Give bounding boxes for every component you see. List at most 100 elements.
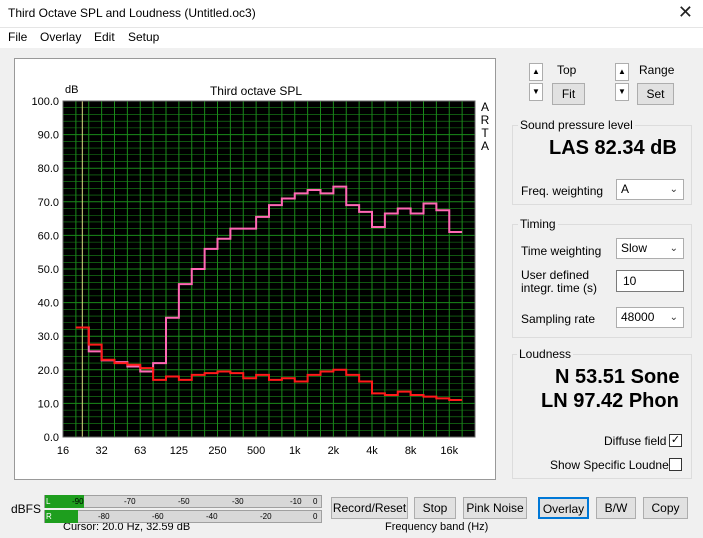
stop-button[interactable]: Stop	[414, 497, 456, 519]
plot-panel: Third octave SPL A R T A 100.0 90.0 80.0 70…	[14, 58, 496, 533]
series-line	[75, 326, 463, 402]
y-tick-label: 50.0	[38, 264, 59, 276]
arta-letter: A	[480, 100, 489, 114]
meter-tick: -20	[260, 512, 272, 521]
meter-tick: 0	[313, 497, 318, 506]
meter-tick: -30	[232, 497, 244, 506]
freq-weighting-select[interactable]: A ⌄	[616, 179, 684, 200]
pink-noise-button[interactable]: Pink Noise	[463, 497, 527, 519]
meter-tick: -80	[98, 512, 110, 521]
menu-overlay[interactable]: Overlay	[40, 30, 82, 44]
x-tick-label: 8k	[405, 445, 417, 457]
left-channel-label: L	[46, 497, 51, 506]
bw-button[interactable]: B/W	[596, 497, 636, 519]
record-reset-button[interactable]: Record/Reset	[331, 497, 408, 519]
time-weighting-value: Slow	[621, 241, 648, 255]
x-tick-label: 125	[170, 445, 188, 457]
meter-tick: -40	[206, 512, 218, 521]
y-tick-label: 100.0	[31, 96, 59, 108]
y-tick-label: 80.0	[38, 163, 59, 175]
x-tick-label: 1k	[289, 445, 301, 457]
chevron-down-icon: ⌄	[669, 243, 678, 254]
plot-title: Third octave SPL	[209, 84, 303, 98]
sampling-rate-label: Sampling rate	[521, 312, 596, 326]
top-down-button[interactable]: ▼	[529, 83, 543, 101]
y-unit-label: dB	[65, 84, 78, 96]
diffuse-field-label: Diffuse field	[604, 434, 667, 448]
fit-button[interactable]: Fit	[552, 83, 585, 105]
range-down-button[interactable]: ▼	[615, 83, 629, 101]
freq-weighting-label: Freq. weighting	[521, 184, 604, 198]
y-tick-label: 10.0	[38, 398, 59, 410]
y-tick-label: 20.0	[38, 365, 59, 377]
x-axis-label: Frequency band (Hz)	[385, 521, 489, 533]
overlay-button[interactable]: Overlay	[538, 497, 589, 519]
sampling-rate-select[interactable]: 48000 ⌄	[616, 307, 684, 328]
timing-group	[512, 224, 692, 338]
user-time-label-2: integr. time (s)	[521, 281, 598, 295]
loudness-sone-value: N 53.51 Sone	[555, 366, 680, 388]
x-tick-label: 32	[96, 445, 108, 457]
right-meter-level	[45, 510, 79, 523]
spl-chart[interactable]: 100.0 90.0 80.0 70.0 60.0 50.0 40.0 30.0 20.0 10.…	[15, 59, 495, 479]
right-channel-label: R	[46, 512, 52, 521]
left-meter-level	[45, 495, 84, 508]
meter-tick: -70	[124, 497, 136, 506]
left-meter-track	[44, 495, 322, 508]
user-time-input[interactable]: 10	[616, 270, 684, 292]
y-tick-label: 0.0	[44, 432, 59, 444]
series-line	[75, 185, 463, 373]
copy-button[interactable]: Copy	[643, 497, 688, 519]
time-weighting-select[interactable]: Slow ⌄	[616, 238, 684, 259]
meter-tick: -60	[152, 512, 164, 521]
x-tick-label: 16	[57, 445, 69, 457]
arta-letter: R	[480, 113, 490, 127]
cursor-readout: Cursor: 20.0 Hz, 32.59 dB	[63, 521, 191, 533]
set-button[interactable]: Set	[637, 83, 674, 105]
arta-letter: T	[481, 126, 489, 140]
x-tick-label: 500	[247, 445, 265, 457]
spl-group-title: Sound pressure level	[518, 118, 635, 132]
user-time-label-1: User defined	[521, 268, 590, 282]
plot-border	[62, 100, 476, 438]
x-tick-label: 4k	[366, 445, 378, 457]
menu-file[interactable]: File	[8, 30, 28, 44]
y-tick-label: 40.0	[38, 298, 59, 310]
window-title: Third Octave SPL and Loudness (Untitled.…	[8, 6, 256, 20]
loudness-group	[512, 354, 692, 479]
right-meter-track	[44, 510, 322, 523]
top-label: Top	[557, 63, 577, 77]
y-tick-label: 30.0	[38, 331, 59, 343]
specific-loudness-checkbox[interactable]	[669, 458, 682, 471]
loudness-group-title: Loudness	[517, 347, 574, 361]
timing-group-title: Timing	[518, 217, 558, 231]
arta-logo: A R T A	[480, 101, 490, 153]
y-tick-label: 60.0	[38, 230, 59, 242]
specific-loudness-label: Show Specific Loudness	[550, 458, 681, 472]
range-label: Range	[639, 63, 675, 77]
y-tick-label: 90.0	[38, 130, 59, 142]
top-up-button[interactable]: ▲	[529, 63, 543, 81]
menu-edit[interactable]: Edit	[94, 30, 115, 44]
x-tick-label: 63	[134, 445, 146, 457]
freq-weighting-value: A	[621, 182, 630, 196]
meter-tick: 0	[313, 512, 318, 521]
y-tick-label: 70.0	[38, 197, 59, 209]
menu-setup[interactable]: Setup	[128, 30, 160, 44]
time-weighting-label: Time weighting	[521, 244, 602, 258]
sampling-rate-value: 48000	[621, 310, 655, 324]
arta-letter: A	[480, 139, 489, 153]
meter-tick: -10	[290, 497, 302, 506]
x-tick-label: 16k	[440, 445, 458, 457]
meter-label: dBFS	[11, 502, 42, 516]
meter-tick: -50	[178, 497, 190, 506]
range-up-button[interactable]: ▲	[615, 63, 629, 81]
spl-value: LAS 82.34 dB	[549, 137, 677, 159]
menu-bar: File Overlay Edit Setup	[0, 28, 703, 48]
close-icon[interactable]: ✕	[677, 2, 693, 22]
x-tick-label: 2k	[328, 445, 340, 457]
chevron-down-icon: ⌄	[669, 184, 678, 195]
loudness-phon-value: LN 97.42 Phon	[541, 390, 679, 412]
diffuse-field-checkbox[interactable]: ✓	[669, 434, 682, 447]
x-tick-label: 250	[208, 445, 226, 457]
